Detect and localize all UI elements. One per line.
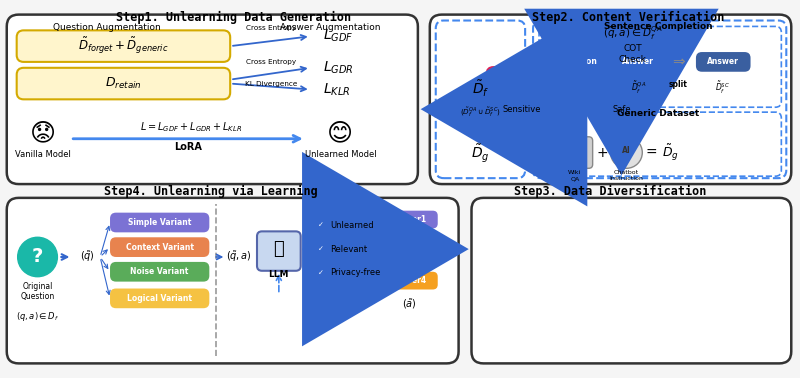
Text: $\tilde{D}_g$: $\tilde{D}_g$ xyxy=(471,143,490,164)
FancyBboxPatch shape xyxy=(436,20,525,178)
Text: $L_{GDR}$: $L_{GDR}$ xyxy=(322,60,353,76)
FancyBboxPatch shape xyxy=(539,26,782,107)
Text: $(\tilde{D}_f^{QA}\cup\tilde{D}_f^{SC})$: $(\tilde{D}_f^{QA}\cup\tilde{D}_f^{SC})$ xyxy=(460,105,501,119)
Circle shape xyxy=(610,137,642,168)
Text: $(q,a)\in D_f$: $(q,a)\in D_f$ xyxy=(16,310,59,322)
Text: AI: AI xyxy=(622,146,630,155)
Text: $L=L_{GDF}+L_{GDR}+L_{KLR}$: $L=L_{GDF}+L_{GDR}+L_{KLR}$ xyxy=(140,120,242,134)
Text: $D_{retain}$: $D_{retain}$ xyxy=(105,76,142,91)
FancyBboxPatch shape xyxy=(539,112,782,176)
Text: ✓: ✓ xyxy=(318,246,323,252)
Text: Logical Variant: Logical Variant xyxy=(127,294,192,303)
Text: Original
Question: Original Question xyxy=(21,282,54,301)
Text: Generic Dataset: Generic Dataset xyxy=(617,109,699,118)
Text: $\tilde{D}_f$: $\tilde{D}_f$ xyxy=(472,79,489,99)
Text: $\tilde{D}_{forget}+\tilde{D}_{generic}$: $\tilde{D}_{forget}+\tilde{D}_{generic}$ xyxy=(78,36,168,56)
FancyBboxPatch shape xyxy=(380,250,438,268)
FancyBboxPatch shape xyxy=(533,20,786,178)
Text: Answer3: Answer3 xyxy=(390,254,427,263)
Text: ?: ? xyxy=(32,248,43,266)
Text: $(\tilde{a})$: $(\tilde{a})$ xyxy=(402,297,416,311)
FancyBboxPatch shape xyxy=(471,198,791,363)
Text: $(\tilde{q},\tilde{a})\in\tilde{D}_f^{QA}$: $(\tilde{q},\tilde{a})\in\tilde{D}_f^{QA… xyxy=(602,25,662,42)
FancyBboxPatch shape xyxy=(380,230,438,248)
Text: $(\tilde{q},a)$: $(\tilde{q},a)$ xyxy=(226,249,252,265)
FancyBboxPatch shape xyxy=(110,237,210,257)
FancyBboxPatch shape xyxy=(110,288,210,308)
Text: Unlearned: Unlearned xyxy=(330,221,374,230)
Text: W: W xyxy=(567,147,582,161)
Text: ⇒: ⇒ xyxy=(672,54,685,70)
Text: ✓: ✓ xyxy=(318,270,323,276)
Text: LLM: LLM xyxy=(269,270,289,279)
Text: PASS: PASS xyxy=(602,77,641,91)
FancyBboxPatch shape xyxy=(17,68,230,99)
Text: Wiki
QA: Wiki QA xyxy=(568,170,582,181)
Text: Privacy-free: Privacy-free xyxy=(330,268,381,277)
Circle shape xyxy=(18,237,58,277)
FancyBboxPatch shape xyxy=(380,211,438,228)
Text: $(\tilde{q})$: $(\tilde{q})$ xyxy=(80,249,94,265)
Text: LoRA: LoRA xyxy=(174,142,202,152)
Circle shape xyxy=(314,242,327,256)
FancyBboxPatch shape xyxy=(6,198,458,363)
Text: ✓: ✓ xyxy=(318,223,323,228)
Text: Question: Question xyxy=(558,57,597,67)
FancyBboxPatch shape xyxy=(613,52,664,72)
Text: 😟: 😟 xyxy=(30,122,55,146)
FancyBboxPatch shape xyxy=(487,68,557,101)
Text: Answer: Answer xyxy=(707,57,738,67)
Text: Answer Augmentation: Answer Augmentation xyxy=(280,23,381,33)
FancyBboxPatch shape xyxy=(547,52,609,72)
Text: Step3. Data Diversification: Step3. Data Diversification xyxy=(514,185,706,198)
Text: Question Augmentation: Question Augmentation xyxy=(53,23,161,33)
FancyBboxPatch shape xyxy=(6,15,418,184)
FancyBboxPatch shape xyxy=(110,262,210,282)
Text: $\tilde{D}_g$: $\tilde{D}_g$ xyxy=(662,143,678,163)
Text: Relevant: Relevant xyxy=(330,245,368,254)
Text: Chatbot
Instruction: Chatbot Instruction xyxy=(610,170,643,181)
Text: FAIL: FAIL xyxy=(506,77,538,91)
Text: Answer: Answer xyxy=(622,57,654,67)
Circle shape xyxy=(314,266,327,280)
FancyBboxPatch shape xyxy=(257,231,301,271)
Text: =: = xyxy=(646,146,657,160)
Text: Safe: Safe xyxy=(612,105,630,114)
Text: Vanilla Model: Vanilla Model xyxy=(14,150,70,159)
Text: Step2. Content Verification: Step2. Content Verification xyxy=(532,11,725,24)
Text: KL Divergence: KL Divergence xyxy=(245,81,297,87)
FancyBboxPatch shape xyxy=(430,15,791,184)
FancyBboxPatch shape xyxy=(17,30,230,62)
Text: Cross Entropy: Cross Entropy xyxy=(246,25,296,31)
Text: Cross Entropy: Cross Entropy xyxy=(246,59,296,65)
Text: Unlearned Model: Unlearned Model xyxy=(305,150,376,159)
Text: +: + xyxy=(597,146,608,160)
Text: Noise Variant: Noise Variant xyxy=(130,267,189,276)
Text: 🤖: 🤖 xyxy=(274,240,284,258)
FancyBboxPatch shape xyxy=(380,272,438,290)
FancyBboxPatch shape xyxy=(696,52,750,72)
Text: Answer1: Answer1 xyxy=(390,215,427,224)
Text: Simple Variant: Simple Variant xyxy=(128,218,191,227)
Text: Answer4: Answer4 xyxy=(390,276,427,285)
Text: split: split xyxy=(669,80,687,88)
Text: $L_{KLR}$: $L_{KLR}$ xyxy=(322,81,350,98)
Text: $\tilde{D}_f^{QA}$: $\tilde{D}_f^{QA}$ xyxy=(630,80,646,96)
Text: ...: ... xyxy=(563,149,566,153)
Text: $\tilde{D}_f^{SC}$: $\tilde{D}_f^{SC}$ xyxy=(715,80,730,96)
FancyBboxPatch shape xyxy=(557,137,593,168)
Text: 😊: 😊 xyxy=(327,122,354,146)
Text: Context Variant: Context Variant xyxy=(126,243,194,252)
FancyBboxPatch shape xyxy=(110,213,210,232)
FancyBboxPatch shape xyxy=(586,68,656,101)
Text: Sensitive: Sensitive xyxy=(503,105,542,114)
Text: Sentence Completion: Sentence Completion xyxy=(604,22,713,31)
Circle shape xyxy=(314,218,327,232)
Text: COT
Check: COT Check xyxy=(618,44,646,64)
Text: $L_{GDF}$: $L_{GDF}$ xyxy=(322,28,353,45)
Text: Answer2: Answer2 xyxy=(390,235,427,244)
Text: Step4. Unlearning via Learning: Step4. Unlearning via Learning xyxy=(105,185,318,198)
Text: Step1. Unlearning Data Generation: Step1. Unlearning Data Generation xyxy=(116,11,350,24)
